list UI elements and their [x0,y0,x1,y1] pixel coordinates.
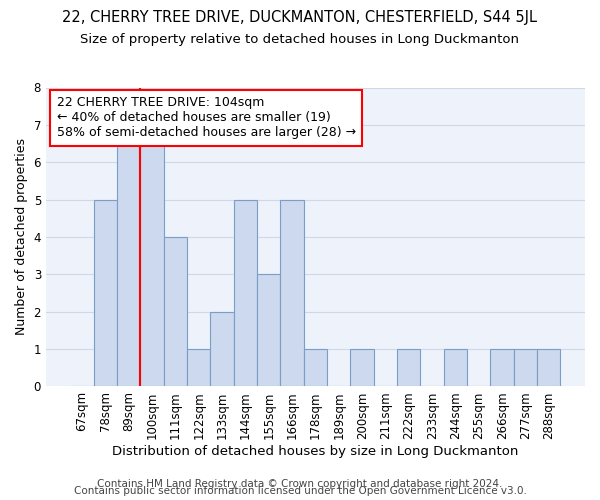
Bar [537,349,560,387]
Bar [94,200,117,386]
Y-axis label: Number of detached properties: Number of detached properties [15,138,28,336]
Bar [444,349,467,387]
Bar [257,274,280,386]
Bar [280,200,304,386]
Bar [211,312,234,386]
Bar [234,200,257,386]
Bar [490,349,514,387]
Bar [164,237,187,386]
Bar [304,349,327,387]
X-axis label: Distribution of detached houses by size in Long Duckmanton: Distribution of detached houses by size … [112,444,518,458]
Bar [350,349,374,387]
Text: 22 CHERRY TREE DRIVE: 104sqm
← 40% of detached houses are smaller (19)
58% of se: 22 CHERRY TREE DRIVE: 104sqm ← 40% of de… [56,96,356,140]
Bar [397,349,421,387]
Text: Contains HM Land Registry data © Crown copyright and database right 2024.: Contains HM Land Registry data © Crown c… [97,479,503,489]
Text: Contains public sector information licensed under the Open Government Licence v3: Contains public sector information licen… [74,486,526,496]
Text: 22, CHERRY TREE DRIVE, DUCKMANTON, CHESTERFIELD, S44 5JL: 22, CHERRY TREE DRIVE, DUCKMANTON, CHEST… [62,10,538,25]
Bar [117,125,140,386]
Bar [187,349,211,387]
Bar [140,125,164,386]
Bar [514,349,537,387]
Text: Size of property relative to detached houses in Long Duckmanton: Size of property relative to detached ho… [80,32,520,46]
